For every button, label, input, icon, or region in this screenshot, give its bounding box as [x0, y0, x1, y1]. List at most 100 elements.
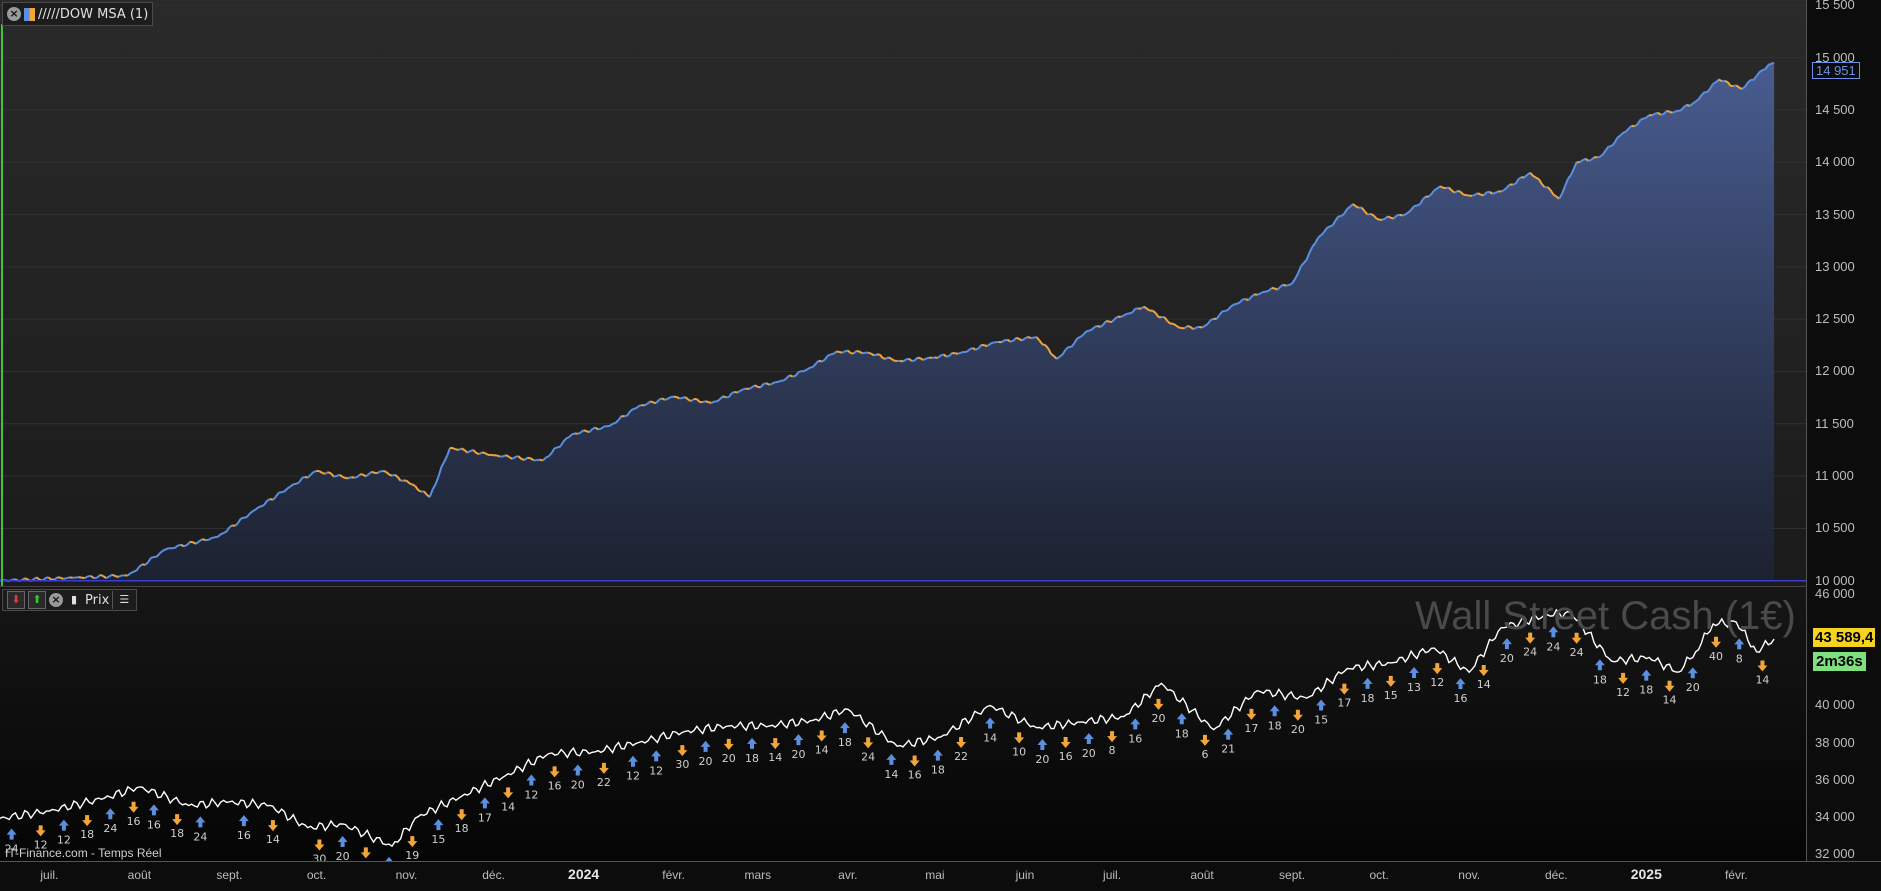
- trade-marker-label: 14: [501, 800, 515, 813]
- prix-label[interactable]: Prix: [85, 593, 109, 608]
- trade-marker-label: 16: [1453, 692, 1467, 705]
- list-icon[interactable]: ☰: [116, 592, 132, 608]
- trade-marker-label: 22: [597, 776, 611, 789]
- equity-segment: [830, 354, 833, 355]
- equity-segment: [572, 433, 575, 434]
- equity-segment: [1225, 310, 1228, 312]
- equity-segment: [708, 402, 711, 403]
- sell-arrow-icon: [677, 745, 687, 756]
- time-axis-tick: déc.: [482, 868, 505, 882]
- equity-segment: [314, 471, 317, 472]
- buy-arrow-icon: [7, 829, 17, 840]
- equity-segment: [1234, 304, 1237, 305]
- equity-segment: [1492, 193, 1495, 194]
- equity-segment: [503, 455, 506, 456]
- trade-marker-label: 17: [1244, 722, 1258, 735]
- close-icon[interactable]: ×: [7, 7, 21, 21]
- buy-arrow-icon: [985, 717, 995, 728]
- equity-segment: [1376, 218, 1379, 219]
- close-icon[interactable]: ×: [49, 593, 63, 607]
- trade-marker: 20: [1686, 667, 1700, 694]
- equity-y-tick: 14 500: [1815, 102, 1855, 117]
- sell-arrow-icon: [1339, 684, 1349, 695]
- sell-arrow-icon: [36, 825, 46, 836]
- equity-segment: [1670, 112, 1673, 113]
- equity-segment: [711, 402, 714, 403]
- equity-segment: [1762, 69, 1765, 70]
- equity-segment: [819, 361, 822, 362]
- trade-marker: 18: [1268, 705, 1282, 732]
- equity-y-tick: 12 000: [1815, 363, 1855, 378]
- bar-chart-icon[interactable]: ▮: [66, 592, 82, 608]
- trade-marker-label: 30: [675, 758, 689, 771]
- trade-marker-label: 18: [745, 752, 759, 765]
- time-axis-tick: juin: [1016, 868, 1035, 882]
- equity-segment: [706, 401, 709, 402]
- equity-segment: [598, 429, 601, 430]
- equity-segment: [334, 476, 337, 477]
- trade-marker: 18: [838, 722, 852, 749]
- time-axis-tick: juil.: [40, 868, 58, 882]
- equity-segment: [1402, 215, 1405, 216]
- trade-marker: 18: [1639, 670, 1653, 697]
- equity-segment: [874, 354, 877, 355]
- trade-marker-label: 16: [147, 818, 161, 831]
- trade-marker: 15: [431, 819, 445, 846]
- equity-segment: [918, 358, 921, 359]
- equity-segment: [190, 542, 193, 543]
- buy-arrow-icon: [433, 819, 443, 830]
- buy-arrow-icon: [1734, 638, 1744, 649]
- equity-y-tick: 10 500: [1815, 520, 1855, 535]
- equity-segment: [557, 447, 560, 448]
- time-axis-tick: févr.: [1725, 868, 1748, 882]
- sell-arrow-icon: [1293, 710, 1303, 721]
- buy-arrow-icon: [1595, 659, 1605, 670]
- trade-marker: 17: [1337, 684, 1351, 710]
- trade-marker: 30: [675, 745, 689, 771]
- sell-arrow-icon[interactable]: ⬇: [7, 591, 25, 609]
- trade-marker-label: 22: [954, 750, 968, 763]
- time-axis-tick: 2025: [1631, 866, 1662, 882]
- trade-marker: 20: [791, 734, 805, 761]
- trade-marker: 14: [1755, 661, 1769, 687]
- equity-segment: [790, 375, 793, 376]
- time-axis-tick: nov.: [1458, 868, 1480, 882]
- trade-marker: 14: [815, 731, 829, 757]
- trade-marker: 20: [571, 764, 585, 791]
- trade-marker: 30: [312, 839, 326, 861]
- equity-segment: [546, 456, 549, 457]
- equity-segment: [1330, 225, 1333, 226]
- buy-arrow-icon[interactable]: ⬆: [28, 591, 46, 609]
- trade-marker-label: 21: [1221, 743, 1235, 756]
- sell-arrow-icon: [1479, 665, 1489, 676]
- buy-arrow-icon: [149, 804, 159, 815]
- equity-chart-pane[interactable]: × /////DOW MSA (1): [0, 0, 1806, 587]
- equity-segment: [947, 356, 950, 357]
- time-axis-tick: oct.: [307, 868, 326, 882]
- trade-marker-label: 12: [524, 789, 538, 802]
- trade-marker: 8: [1734, 638, 1744, 665]
- trade-marker-label: 20: [1291, 723, 1305, 736]
- trade-marker-label: 8: [1736, 652, 1743, 665]
- equity-segment: [282, 491, 285, 492]
- bar-timer: 2m36s: [1813, 652, 1866, 671]
- equity-segment: [112, 575, 115, 577]
- sell-arrow-icon: [770, 738, 780, 749]
- trade-marker-label: 20: [791, 748, 805, 761]
- equity-segment: [1254, 294, 1257, 295]
- trade-marker: 15: [1384, 676, 1398, 702]
- equity-segment: [769, 384, 772, 385]
- sell-arrow-icon: [1432, 663, 1442, 674]
- time-axis-tick: oct.: [1370, 868, 1389, 882]
- trade-marker: 16: [127, 802, 141, 828]
- equity-segment: [178, 545, 181, 546]
- trade-marker: 10: [1012, 732, 1026, 758]
- equity-segment: [1632, 126, 1635, 127]
- buy-arrow-icon: [1223, 729, 1233, 740]
- trade-marker: 14: [884, 754, 898, 781]
- equity-segment: [1713, 82, 1716, 84]
- equity-segment: [990, 343, 993, 344]
- equity-segment: [958, 353, 961, 354]
